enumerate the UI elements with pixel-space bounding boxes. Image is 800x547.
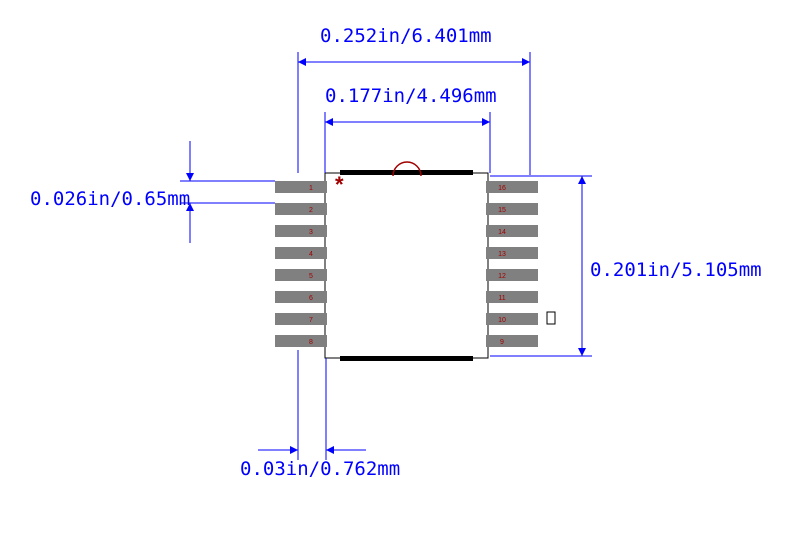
pad-label-left-7: 7 (309, 317, 313, 324)
pad-right-6 (486, 291, 538, 303)
body-bar-0 (340, 170, 473, 175)
pad-label-right-1: 16 (498, 185, 506, 192)
pin1-marker: * (335, 172, 344, 197)
pad-label-left-1: 1 (309, 185, 313, 192)
dim-label-top-inner: 0.177in/4.496mm (325, 85, 497, 107)
pad-label-right-5: 12 (498, 273, 506, 280)
pad-left-4 (275, 247, 327, 259)
pad-label-right-8: 9 (500, 339, 504, 346)
pad-right-2 (486, 203, 538, 215)
pad-label-right-2: 15 (498, 207, 506, 214)
pad-label-left-5: 5 (309, 273, 313, 280)
pad-label-left-3: 3 (309, 229, 313, 236)
pad-label-right-3: 14 (498, 229, 506, 236)
pad-left-2 (275, 203, 327, 215)
pad-right-4 (486, 247, 538, 259)
pad-right-1 (486, 181, 538, 193)
dim-label-left-pitch: 0.026in/0.65mm (30, 188, 190, 210)
body-bar-1 (340, 356, 473, 361)
pad-label-right-4: 13 (498, 251, 506, 258)
dim-label-top-outer: 0.252in/6.401mm (320, 25, 492, 47)
pad-right-5 (486, 269, 538, 281)
package-drawing: 1 16 2 15 3 14 4 13 5 12 6 11 7 10 8 9 * 0.252in/6.401mm 0… (0, 0, 800, 547)
pad-right-7 (486, 313, 538, 325)
pad-left-6 (275, 291, 327, 303)
pad-label-left-2: 2 (309, 207, 313, 214)
pad-right-3 (486, 225, 538, 237)
dim-label-bottom: 0.03in/0.762mm (240, 458, 400, 480)
pad-left-5 (275, 269, 327, 281)
pad-left-3 (275, 225, 327, 237)
pad-label-left-4: 4 (309, 251, 313, 258)
pad-right-8 (486, 335, 538, 347)
pad-label-left-8: 8 (309, 339, 313, 346)
pad-label-right-7: 10 (498, 317, 506, 324)
pad-left-7 (275, 313, 327, 325)
pad-left-8 (275, 335, 327, 347)
dim-label-right: 0.201in/5.105mm (590, 259, 762, 281)
pad-label-left-6: 6 (309, 295, 313, 302)
pad-label-right-6: 11 (498, 295, 505, 302)
package-body (325, 173, 488, 358)
pad-left-1 (275, 181, 327, 193)
